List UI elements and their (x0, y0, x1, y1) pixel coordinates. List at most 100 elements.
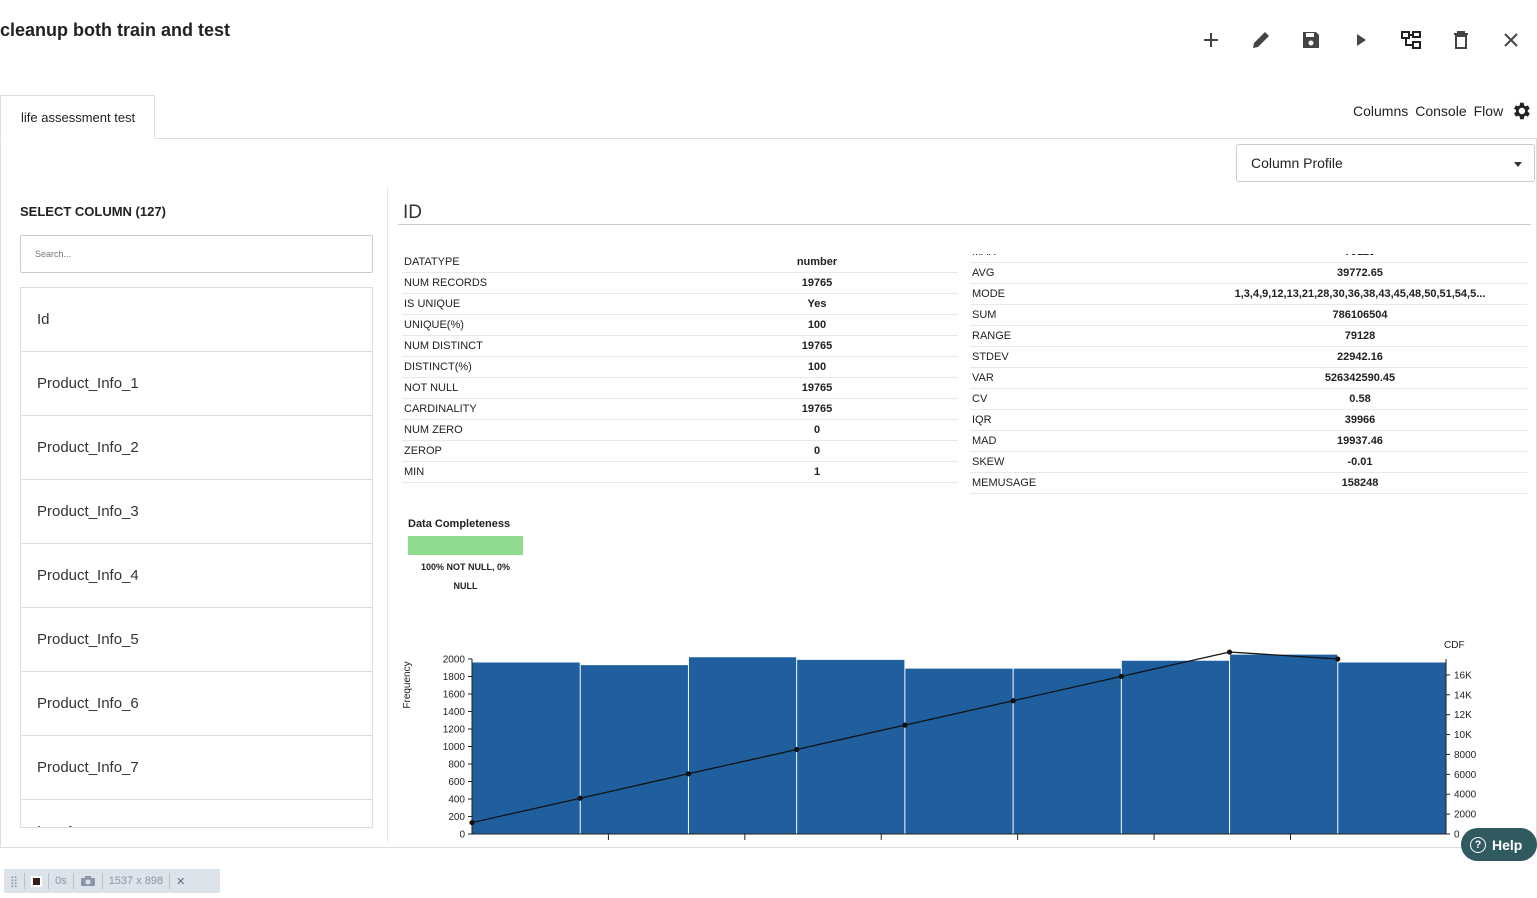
column-heading-underline (398, 224, 1531, 225)
stop-icon (31, 875, 43, 887)
profile-select[interactable]: Column Profile (1236, 144, 1535, 182)
stat-row: DATATYPE number (402, 252, 958, 273)
histogram-bar (797, 659, 905, 834)
stat-key: VAR (972, 372, 994, 384)
stat-key: DISTINCT(%) (404, 361, 472, 373)
stat-value: 0 (813, 424, 821, 436)
stat-key: MAD (972, 435, 997, 447)
question-icon: ? (1470, 836, 1486, 853)
data-completeness-bar (408, 536, 523, 555)
stat-row: STDEV 22942.16 (970, 347, 1527, 368)
close-button[interactable] (1495, 28, 1527, 52)
cdf-point (1010, 698, 1016, 704)
stat-key: IS UNIQUE (404, 298, 461, 310)
histogram-bar (1121, 660, 1230, 834)
y-tick-label: 400 (448, 795, 465, 806)
stat-key: CARDINALITY (404, 403, 477, 415)
stat-value: 19765 (801, 382, 833, 394)
histogram-bar (1013, 668, 1121, 834)
console-link[interactable]: Console (1415, 103, 1467, 119)
cdf-point (685, 771, 692, 777)
save-button[interactable] (1295, 28, 1327, 52)
histogram-chart: 0 200 400 600 800 1000 1200 1400 1600 1800 2000 Fre… (402, 640, 1477, 841)
stat-value: 0 (813, 445, 821, 457)
y2-tick-label: 0 (1454, 830, 1460, 841)
gear-icon[interactable] (1510, 100, 1532, 122)
stats-table-right: MAX79129 AVG 39772.65 MODE 1,3,4,9,12,13,21,… (970, 254, 1527, 494)
plus-icon (1204, 33, 1218, 47)
column-list-item[interactable]: Id (21, 288, 372, 352)
edit-button[interactable] (1245, 28, 1277, 52)
record-button[interactable] (25, 873, 50, 889)
stat-value: 39772.65 (1337, 267, 1383, 279)
column-list-item[interactable]: Product_Info_7 (21, 736, 372, 800)
panel-divider (387, 188, 388, 843)
column-heading: ID (403, 202, 422, 223)
y-tick-label: 1200 (443, 725, 466, 736)
column-list-item[interactable]: Product_Info_6 (21, 672, 372, 736)
stat-value: 100 (807, 361, 827, 373)
structure-button[interactable] (1395, 28, 1427, 52)
stat-value: 786106504 (1332, 309, 1388, 321)
camera-icon[interactable] (74, 873, 103, 889)
stat-value: 0.58 (1349, 393, 1371, 405)
stat-value: 100 (807, 319, 827, 331)
drag-handle-icon[interactable]: ⣿ (4, 873, 26, 889)
histogram-bar (905, 668, 1013, 834)
stat-value: Yes (807, 298, 827, 310)
y2-tick-label: 10K (1454, 730, 1472, 741)
columns-link[interactable]: Columns (1353, 103, 1409, 119)
y-tick-label: 1600 (443, 690, 466, 701)
run-button[interactable] (1345, 28, 1377, 52)
tab-life-assessment-test[interactable]: life assessment test (0, 95, 155, 139)
column-list-item[interactable]: Product_Info_2 (21, 416, 372, 480)
stat-key: AVG (972, 267, 995, 279)
stat-value: 79128 (1344, 330, 1376, 342)
column-list-item[interactable]: Product_Info_4 (21, 544, 372, 608)
cdf-point (469, 819, 475, 826)
stat-row: SKEW -0.01 (970, 452, 1527, 473)
add-button[interactable] (1195, 28, 1227, 52)
histogram-bar (1338, 662, 1446, 834)
flow-link[interactable]: Flow (1473, 103, 1504, 119)
column-list-item[interactable]: Ins_Age (21, 800, 372, 827)
stat-value: 79129 (1200, 254, 1520, 258)
delete-button[interactable] (1445, 28, 1477, 52)
y-tick-label: 200 (448, 812, 465, 823)
search-input[interactable] (20, 235, 373, 273)
column-list: Id Product_Info_1 Product_Info_2 Product_In… (20, 287, 373, 828)
stat-row: DISTINCT(%) 100 (402, 357, 958, 378)
y-tick-label: 800 (448, 760, 465, 771)
y2-tick-label: 16K (1454, 670, 1472, 681)
stat-value: 158248 (1341, 477, 1379, 489)
close-recorder-icon[interactable]: ✕ (176, 875, 186, 888)
stat-key: STDEV (972, 351, 1009, 363)
stat-key: NUM RECORDS (404, 277, 488, 289)
y2-tick-label: 14K (1454, 690, 1472, 701)
stat-row: CV 0.58 (970, 389, 1527, 410)
stat-key: MIN (404, 466, 425, 478)
column-list-item[interactable]: Product_Info_5 (21, 608, 372, 672)
histogram-bar (688, 657, 797, 834)
y-axis-label: Frequency (402, 661, 413, 708)
screen-size: 1537 x 898 (103, 873, 171, 889)
stat-key: ZEROP (404, 445, 442, 457)
trash-icon (1454, 31, 1468, 49)
stat-row: MEMUSAGE 158248 (970, 473, 1527, 494)
stat-key: NUM ZERO (404, 424, 463, 436)
help-button[interactable]: ? Help (1461, 828, 1537, 861)
stat-key: MAX (970, 254, 1200, 258)
toolbar (1195, 28, 1537, 52)
stat-key: SKEW (972, 456, 1005, 468)
cdf-point (794, 746, 800, 753)
stat-row: MAX79129 (970, 254, 1527, 263)
column-list-item[interactable]: Product_Info_1 (21, 352, 372, 416)
stat-key: UNIQUE(%) (404, 319, 464, 331)
stat-row: NUM ZERO 0 (402, 420, 958, 441)
help-label: Help (1492, 836, 1523, 853)
top-links: Columns Console Flow (1353, 100, 1532, 122)
recorder-statusbar: ⣿ 0s 1537 x 898 ✕ (4, 869, 220, 893)
y-tick-label: 1400 (443, 707, 466, 718)
stat-row: MAD 19937.46 (970, 431, 1527, 452)
column-list-item[interactable]: Product_Info_3 (21, 480, 372, 544)
